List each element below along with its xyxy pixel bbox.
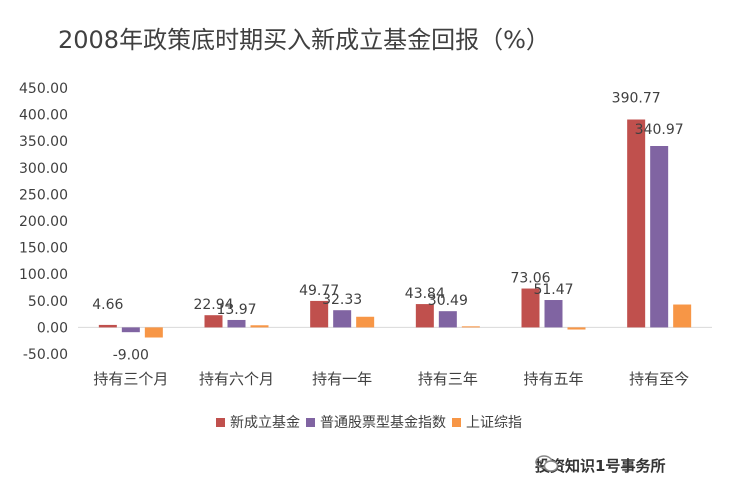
legend-item: 普通股票型基金指数 — [306, 412, 446, 432]
wechat-icon — [535, 455, 559, 472]
data-label: 22.94 — [193, 297, 233, 313]
legend-label: 普通股票型基金指数 — [320, 415, 446, 431]
watermark-text: 投资知识1号事务所 — [535, 457, 666, 475]
bar-series-1-1 — [227, 319, 246, 328]
x-tick-label: 持有六个月 — [199, 370, 274, 388]
bar-series-1-4 — [544, 300, 563, 328]
data-label: 73.06 — [510, 271, 550, 287]
bar-series-0-2 — [310, 300, 329, 328]
bar-series-2-3 — [461, 326, 480, 328]
data-label: 51.47 — [533, 282, 573, 298]
legend-swatch — [452, 417, 461, 427]
legend-item: 上证综指 — [452, 412, 522, 432]
data-label: 13.97 — [216, 302, 256, 318]
data-label: 49.77 — [299, 283, 339, 299]
data-label: 390.77 — [612, 91, 661, 107]
legend-label: 新成立基金 — [230, 415, 300, 431]
bar-series-0-1 — [204, 315, 223, 328]
legend-item: 新成立基金 — [216, 412, 300, 432]
data-label: 43.84 — [405, 286, 445, 302]
chart-legend: 新成立基金 普通股票型基金指数 上证综指 — [0, 412, 738, 432]
bar-series-0-4 — [521, 288, 540, 328]
legend-swatch — [306, 417, 315, 427]
y-tick-label: 150.00 — [19, 241, 68, 257]
data-label: 30.49 — [428, 293, 468, 309]
y-tick-label: -50.00 — [23, 347, 68, 363]
bar-series-0-0 — [98, 324, 117, 328]
y-tick-label: 50.00 — [28, 294, 68, 310]
bar-series-1-0 — [121, 327, 140, 333]
data-label: 32.33 — [322, 292, 362, 308]
y-tick-label: 450.00 — [19, 81, 68, 97]
bar-series-2-5 — [673, 304, 692, 328]
bar-series-1-2 — [333, 310, 352, 328]
y-tick-label: 250.00 — [19, 187, 68, 203]
y-tick-label: 200.00 — [19, 214, 68, 230]
y-tick-label: 0.00 — [37, 320, 68, 336]
x-tick-label: 持有至今 — [629, 370, 689, 388]
bar-series-2-2 — [356, 316, 375, 328]
bar-series-0-5 — [627, 119, 646, 328]
x-tick-label: 持有五年 — [523, 370, 583, 388]
legend-swatch — [216, 417, 225, 427]
bar-series-0-3 — [415, 304, 434, 328]
data-label: -9.00 — [113, 347, 149, 363]
x-tick-label: 持有三年 — [418, 370, 478, 388]
y-tick-label: 300.00 — [19, 161, 68, 177]
watermark: 投资知识1号事务所 — [535, 455, 665, 476]
bar-series-1-5 — [650, 146, 669, 328]
y-tick-label: 100.00 — [19, 267, 68, 283]
data-label: 4.66 — [92, 297, 123, 313]
chart-title: 2008年政策底时期买入新成立基金回报（%） — [58, 26, 550, 54]
y-tick-label: 400.00 — [19, 108, 68, 124]
bar-series-1-3 — [438, 311, 457, 328]
x-tick-label: 持有三个月 — [93, 370, 168, 388]
bar-series-2-0 — [144, 327, 163, 338]
bar-series-2-4 — [567, 327, 586, 330]
x-tick-label: 持有一年 — [312, 370, 372, 388]
y-tick-label: 350.00 — [19, 134, 68, 150]
data-label: 340.97 — [635, 122, 684, 138]
legend-label: 上证综指 — [466, 415, 522, 431]
bar-series-2-1 — [250, 325, 269, 328]
